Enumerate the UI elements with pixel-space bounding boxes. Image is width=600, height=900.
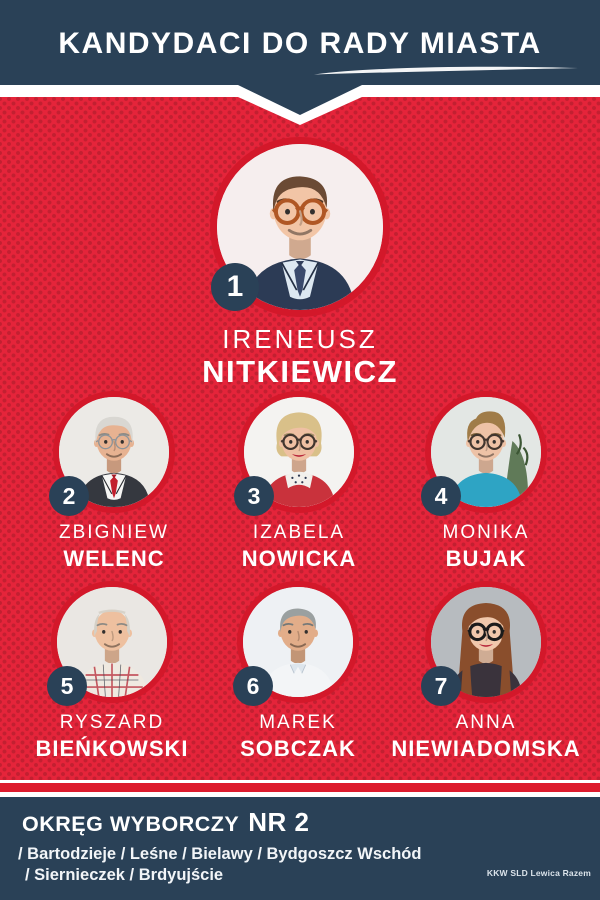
candidate-first-name: MONIKA — [442, 522, 530, 543]
district-number: NR 2 — [248, 807, 310, 837]
candidate-photo — [431, 397, 541, 507]
candidate-photo-ring: 5 — [47, 581, 173, 706]
candidate-avatar-illustration — [431, 587, 541, 697]
candidate-number: 4 — [434, 482, 448, 509]
district-label: OKRĘG WYBORCZY — [22, 812, 240, 836]
divider-red-stripe — [0, 783, 600, 792]
candidate-photo-ring: 2 — [49, 391, 175, 516]
candidate-photo — [217, 144, 383, 310]
candidate-number: 7 — [434, 672, 448, 699]
candidate-avatar-illustration — [57, 587, 167, 697]
candidate-number: 5 — [60, 672, 74, 699]
candidate-card: 3 IZABELA NOWICKA — [206, 391, 392, 572]
candidate-card: 5 RYSZARD BIEŃKOWSKI — [19, 581, 205, 762]
candidate-first-name: IRENEUSZ — [222, 324, 378, 354]
candidate-last-name: WELENC — [63, 546, 165, 571]
candidate-photo-ring: 4 — [421, 391, 547, 516]
candidate-last-name: NIEWIADOMSKA — [391, 736, 581, 761]
candidate-last-name: NOWICKA — [241, 546, 357, 571]
candidate-number-badge: 2 — [49, 476, 89, 516]
candidate-first-name: MAREK — [259, 712, 337, 733]
candidate-card: 7 ANNA NIEWIADOMSKA — [391, 581, 581, 762]
candidate-number-badge: 1 — [211, 263, 259, 311]
candidate-photo — [57, 587, 167, 697]
candidate-number-badge: 5 — [47, 666, 87, 706]
candidate-number-badge: 7 — [421, 666, 461, 706]
candidate-photo-ring: 7 — [421, 581, 547, 706]
candidate-number: 3 — [247, 482, 261, 509]
candidate-avatar-illustration — [217, 144, 383, 310]
header: KANDYDACI DO RADY MIASTA — [0, 0, 600, 85]
candidate-first-name: ANNA — [455, 712, 517, 733]
candidate-number-badge: 3 — [234, 476, 274, 516]
candidate-card: 2 ZBIGNIEW WELENC — [21, 391, 207, 572]
candidate-number: 1 — [226, 270, 244, 303]
candidate-number: 6 — [246, 672, 260, 699]
candidate-photo-ring: 1 — [210, 137, 390, 317]
candidate-last-name: SOBCZAK — [240, 736, 356, 761]
title-underline-swoosh-icon — [314, 66, 578, 75]
poster-title: KANDYDACI DO RADY MIASTA — [58, 26, 542, 60]
candidate-last-name: BIEŃKOWSKI — [35, 736, 189, 761]
candidate-first-name: IZABELA — [252, 522, 346, 543]
candidate-number-badge: 4 — [421, 476, 461, 516]
district-areas: / Bartodzieje / Leśne / Bielawy / Bydgos… — [18, 844, 421, 886]
district-title: OKRĘG WYBORCZY NR 2 — [22, 807, 309, 838]
candidate-first-name: RYSZARD — [59, 712, 165, 733]
candidate-card: 1 IRENEUSZ NITKIEWICZ — [160, 137, 440, 389]
candidate-photo — [431, 587, 541, 697]
candidate-number: 2 — [62, 482, 76, 509]
candidate-photo-ring: 3 — [234, 391, 360, 516]
candidate-photo-ring: 6 — [233, 581, 359, 706]
divider-strip — [0, 780, 600, 797]
candidate-last-name: NITKIEWICZ — [202, 354, 398, 389]
candidate-card: 4 MONIKA BUJAK — [393, 391, 579, 572]
header-chevron-icon — [0, 85, 600, 125]
candidate-last-name: BUJAK — [445, 546, 527, 571]
candidate-first-name: ZBIGNIEW — [59, 522, 169, 543]
district-areas-line2: / Siernieczek / Brdyujście — [25, 866, 224, 884]
committee-label: KKW SLD Lewica Razem — [486, 868, 591, 878]
district-areas-line1: / Bartodzieje / Leśne / Bielawy / Bydgos… — [18, 845, 422, 863]
candidate-number-badge: 6 — [233, 666, 273, 706]
footer: OKRĘG WYBORCZY NR 2 / Bartodzieje / Leśn… — [0, 797, 600, 900]
candidate-card: 6 MAREK SOBCZAK — [205, 581, 391, 762]
